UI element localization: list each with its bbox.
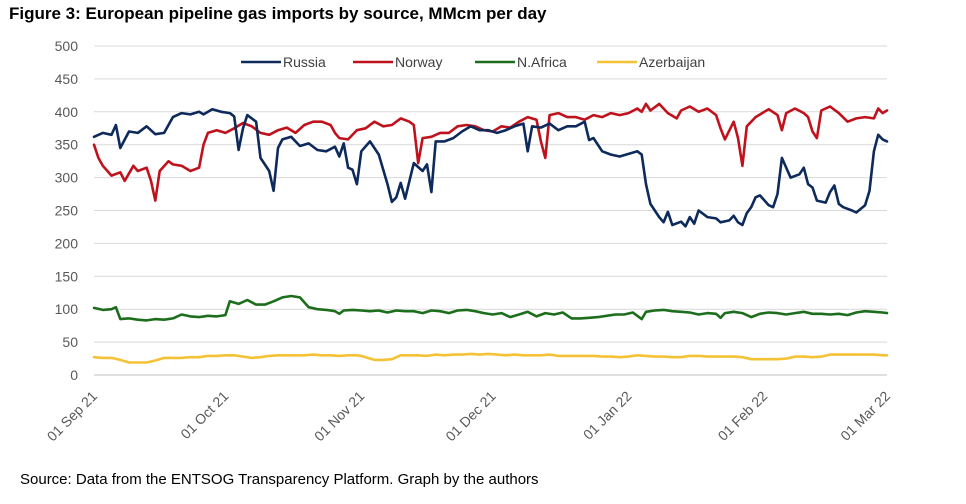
- legend-label: Norway: [395, 54, 442, 70]
- x-tick-label: 01 Oct 21: [177, 388, 231, 442]
- y-tick-label: 50: [62, 334, 78, 350]
- y-axis: 0 50 100 150 200 250 300 350 400 450 500: [55, 38, 79, 383]
- y-tick-label: 100: [55, 301, 79, 317]
- x-tick-label: 01 Jan 22: [580, 388, 635, 443]
- series-line-norway: [92, 102, 889, 202]
- y-tick-label: 150: [55, 268, 79, 284]
- gridlines: [94, 45, 887, 376]
- x-tick-label: 01 Nov 21: [311, 388, 368, 445]
- y-tick-label: 250: [55, 203, 79, 219]
- x-tick-label: 01 Mar 22: [837, 388, 893, 444]
- legend-label: Russia: [283, 54, 326, 70]
- y-tick-label: 200: [55, 235, 79, 251]
- series-lines: [92, 102, 889, 364]
- series-line-russia: [92, 107, 889, 228]
- x-axis: 01 Sep 21 01 Oct 21 01 Nov 21 01 Dec 21 01 J…: [44, 388, 894, 445]
- y-tick-label: 350: [55, 137, 79, 153]
- series-line-nafrica: [92, 294, 889, 322]
- y-tick-label: 0: [70, 367, 78, 383]
- figure-title: Figure 3: European pipeline gas imports …: [9, 4, 547, 23]
- legend-label: Azerbaijan: [639, 54, 705, 70]
- x-tick-label: 01 Feb 22: [715, 388, 771, 444]
- y-tick-label: 500: [55, 38, 79, 54]
- x-tick-label: 01 Dec 21: [442, 388, 499, 445]
- x-tick-label: 01 Sep 21: [44, 388, 101, 445]
- legend: Russia Norway N.Africa Azerbaijan: [241, 54, 705, 70]
- y-tick-label: 400: [55, 104, 79, 120]
- series-line-azerbaijan: [92, 352, 889, 364]
- legend-label: N.Africa: [517, 54, 567, 70]
- y-tick-label: 300: [55, 170, 79, 186]
- source-note: Source: Data from the ENTSOG Transparenc…: [20, 471, 539, 488]
- y-tick-label: 450: [55, 71, 79, 87]
